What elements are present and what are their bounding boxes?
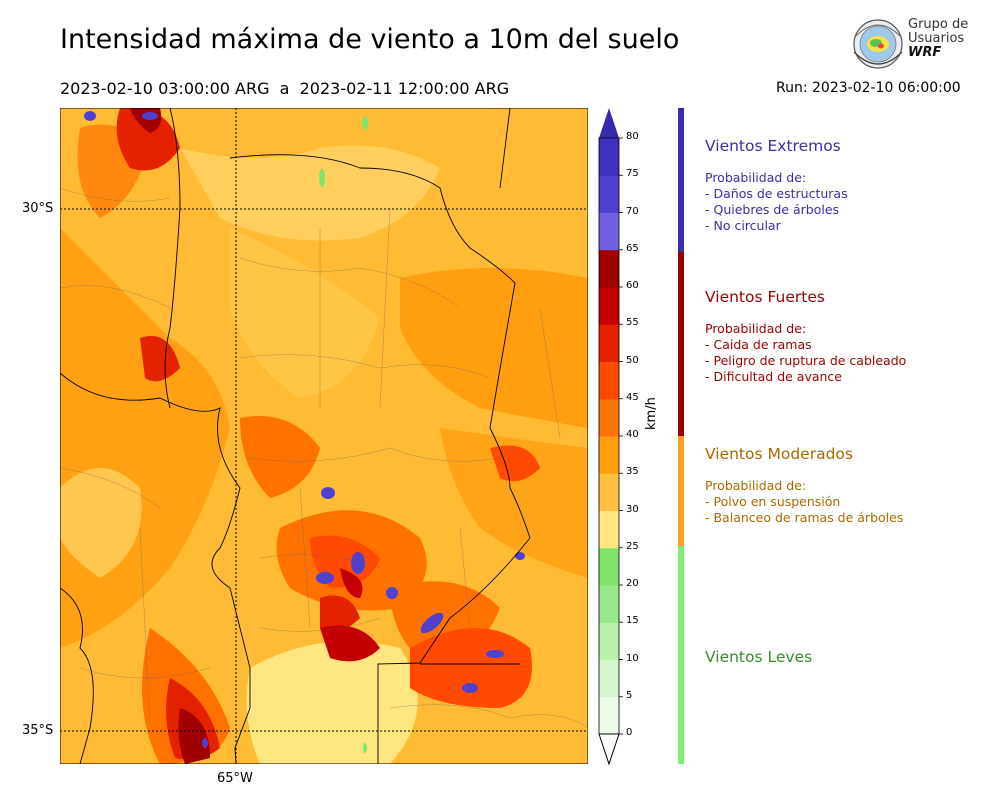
colorbar bbox=[598, 108, 623, 766]
colorbar-tick-label: 10 bbox=[626, 652, 639, 664]
category-light-title: Vientos Leves bbox=[705, 648, 813, 666]
colorbar-extend-top bbox=[599, 108, 619, 138]
lat-label-35s: 35°S bbox=[22, 723, 54, 738]
colorbar-segment bbox=[599, 696, 619, 735]
colorbar-unit: km/h bbox=[644, 397, 659, 430]
category-extreme-line: - Daños de estructuras bbox=[705, 186, 848, 201]
category-extreme-line: - No circular bbox=[705, 218, 781, 233]
colorbar-segment bbox=[599, 547, 619, 586]
wind-map bbox=[60, 108, 588, 764]
category-strong-line: Probabilidad de: bbox=[705, 321, 807, 336]
colorbar-tick-label: 80 bbox=[626, 131, 639, 142]
colorbar-tick-label: 20 bbox=[626, 578, 639, 589]
category-strong-line: - Caida de ramas bbox=[705, 337, 812, 352]
page-title: Intensidad máxima de viento a 10m del su… bbox=[60, 24, 680, 55]
colorbar-tick-label: 40 bbox=[626, 429, 639, 440]
colorbar-segment bbox=[599, 361, 619, 400]
colorbar-segment bbox=[599, 287, 619, 325]
category-extreme-title: Vientos Extremos bbox=[705, 137, 841, 155]
colorbar-tick-label: 25 bbox=[626, 540, 639, 552]
strip-light bbox=[678, 546, 684, 764]
colorbar-segment bbox=[599, 398, 619, 437]
logo-line-1: Grupo de bbox=[908, 17, 969, 32]
colorbar-tick-label: 60 bbox=[626, 280, 639, 291]
time-range: 2023-02-10 03:00:00 ARG a 2023-02-11 12:… bbox=[60, 79, 510, 98]
strip-extreme bbox=[678, 108, 684, 252]
category-moderate-line: Probabilidad de: bbox=[705, 478, 807, 493]
strip-moderate bbox=[678, 436, 684, 546]
category-moderate-line: - Balanceo de ramas de árboles bbox=[705, 510, 904, 525]
category-strong: Vientos Fuertes Probabilidad de: - Caida… bbox=[705, 289, 906, 385]
colorbar-tick-label: 45 bbox=[626, 391, 639, 403]
colorbar-segment bbox=[599, 138, 619, 176]
colorbar-tick-label: 70 bbox=[626, 205, 639, 217]
colorbar-segment bbox=[599, 622, 619, 660]
colorbar-segments bbox=[599, 138, 619, 735]
colorbar-tick-label: 5 bbox=[626, 689, 633, 701]
colorbar-tick-label: 35 bbox=[626, 466, 639, 478]
category-strong-line: - Dificultad de avance bbox=[705, 369, 842, 384]
category-strong-line: - Peligro de ruptura de cableado bbox=[705, 353, 907, 368]
colorbar-segment bbox=[599, 175, 619, 213]
lat-label-30s: 30°S bbox=[22, 201, 54, 216]
colorbar-segment bbox=[599, 249, 619, 288]
colorbar-tick-label: 65 bbox=[626, 242, 639, 254]
logo-line-2: Usuarios bbox=[908, 31, 965, 46]
logo-line-3: WRF bbox=[908, 45, 942, 60]
category-strong-title: Vientos Fuertes bbox=[705, 288, 825, 306]
colorbar-segment bbox=[599, 436, 619, 474]
category-extreme-line: - Quiebres de árboles bbox=[705, 202, 840, 217]
category-moderate-line: - Polvo en suspensión bbox=[705, 494, 841, 509]
colorbar-tick-label: 50 bbox=[626, 354, 639, 366]
colorbar-extend-bottom bbox=[598, 733, 620, 766]
category-moderate-title: Vientos Moderados bbox=[705, 445, 853, 463]
category-moderate: Vientos Moderados Probabilidad de: - Pol… bbox=[705, 446, 903, 526]
colorbar-segment bbox=[599, 659, 619, 698]
strip-strong bbox=[678, 252, 684, 436]
colorbar-segment bbox=[599, 473, 619, 511]
colorbar-tick-label: 0 bbox=[626, 727, 633, 738]
logo-text: Grupo de Usuarios WRF bbox=[908, 18, 968, 60]
wrf-logo-icon bbox=[853, 19, 903, 69]
lon-label-65w: 65°W bbox=[217, 771, 253, 786]
colorbar-tick-label: 55 bbox=[626, 317, 639, 329]
category-extreme-line: Probabilidad de: bbox=[705, 170, 807, 185]
colorbar-tick-label: 15 bbox=[626, 615, 639, 627]
colorbar-segment bbox=[599, 324, 619, 362]
colorbar-tick-label: 75 bbox=[626, 168, 639, 180]
colorbar-tick-label: 30 bbox=[626, 503, 639, 515]
colorbar-segment bbox=[599, 585, 619, 623]
colorbar-segment bbox=[599, 212, 619, 251]
category-light: Vientos Leves bbox=[705, 649, 812, 681]
colorbar-segment bbox=[599, 510, 619, 549]
category-extreme: Vientos Extremos Probabilidad de: - Daño… bbox=[705, 138, 848, 234]
run-time: Run: 2023-02-10 06:00:00 bbox=[776, 80, 961, 96]
